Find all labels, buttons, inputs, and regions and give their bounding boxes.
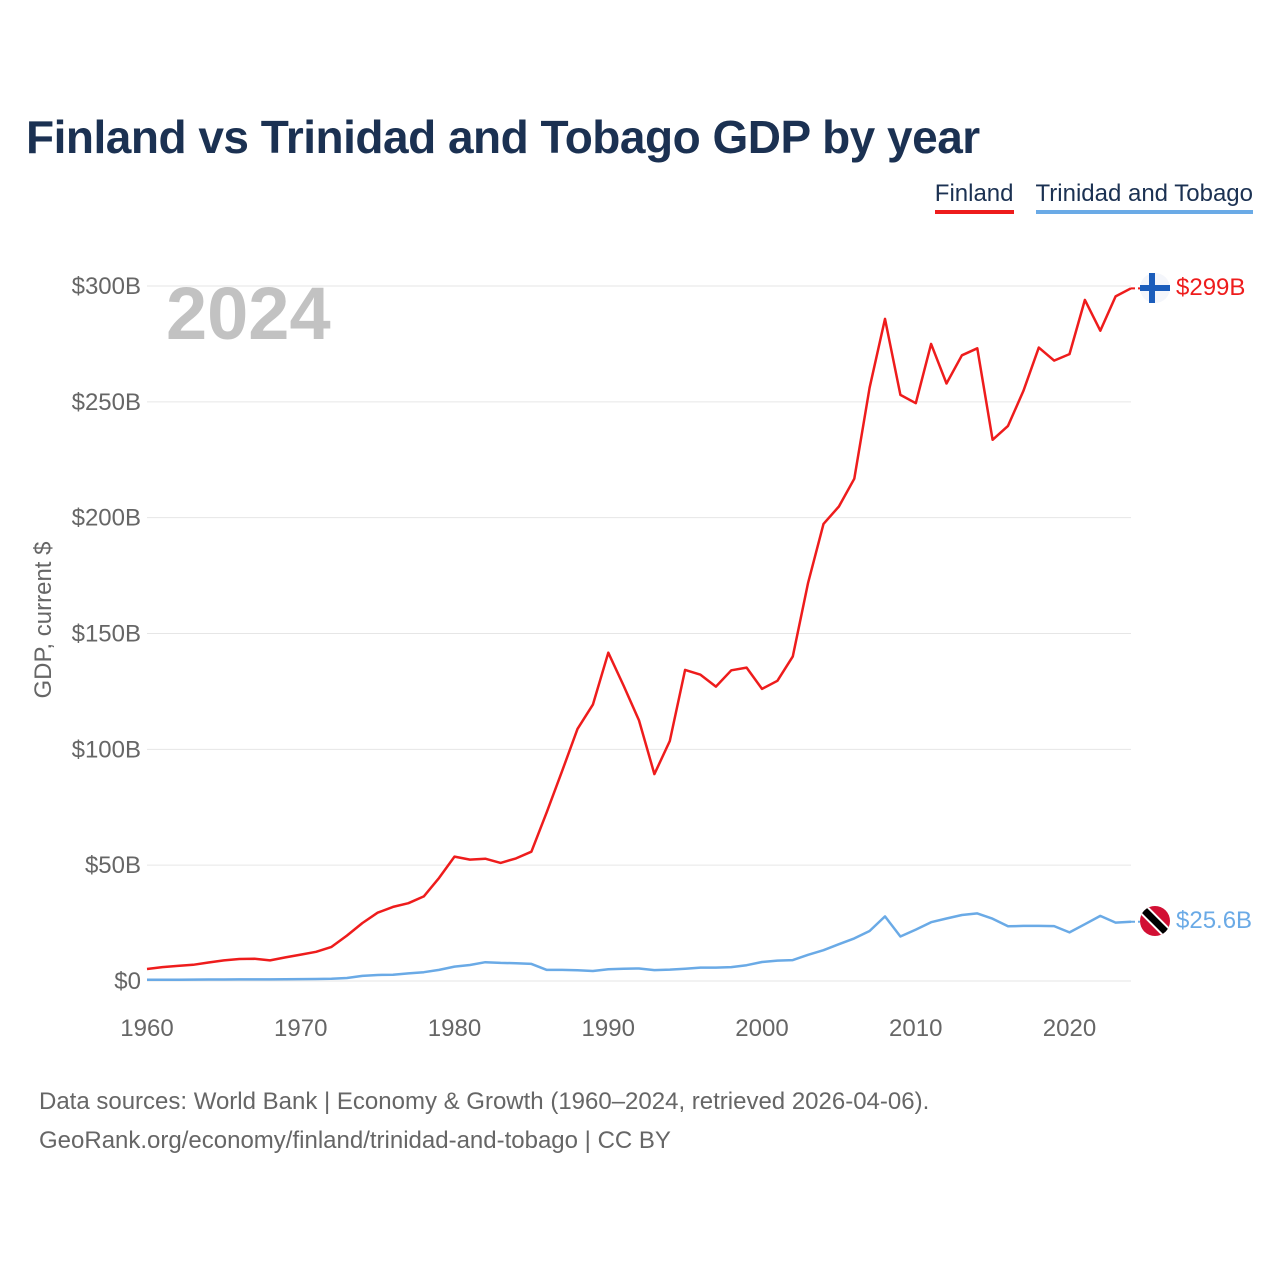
source-note: Data sources: World Bank | Economy & Gro… (39, 1082, 929, 1160)
finland-end-label: $299B (1176, 274, 1245, 301)
series-line-trinidad-and-tobago[interactable] (147, 912, 1132, 982)
legend-item-finland[interactable]: Finland (934, 180, 1014, 214)
series-lines (146, 287, 1140, 982)
series-line-finland[interactable] (146, 287, 1132, 971)
y-tick-label: $200B (72, 505, 141, 532)
y-tick-label: $50B (85, 852, 141, 879)
trinidad-end-label: $25.6B (1176, 907, 1252, 934)
y-tick-label: $100B (72, 736, 141, 763)
y-axis-tick-labels: $0 $50B $100B $150B $200B $250B $300B (72, 273, 141, 995)
x-tick-label: 2000 (735, 1015, 788, 1042)
trinidad-flag-icon (1140, 906, 1170, 936)
y-tick-label: $0 (114, 968, 141, 995)
y-tick-label: $150B (72, 621, 141, 648)
x-tick-label: 1960 (120, 1015, 173, 1042)
legend: Finland Trinidad and Tobago (934, 180, 1253, 214)
chart-title: Finland vs Trinidad and Tobago GDP by ye… (26, 111, 980, 163)
year-watermark: 2024 (166, 272, 331, 355)
line-chart: $0 $50B $100B $150B $200B $250B $300B 1960 1970… (30, 272, 1252, 1042)
source-line-url[interactable]: GeoRank.org/economy/finland/trinidad-and… (39, 1127, 671, 1154)
y-axis-label: GDP, current $ (30, 542, 57, 699)
x-axis-tick-labels: 1960 1970 1980 1990 2000 2010 2020 (120, 1015, 1096, 1042)
x-tick-label: 1970 (274, 1015, 327, 1042)
x-tick-label: 2010 (889, 1015, 942, 1042)
source-line-data: Data sources: World Bank | Economy & Gro… (39, 1088, 930, 1115)
finland-flag-icon (1140, 273, 1170, 303)
x-tick-label: 1980 (428, 1015, 481, 1042)
y-tick-label: $300B (72, 273, 141, 300)
gridlines (147, 285, 1131, 982)
legend-item-trinidad-and-tobago[interactable]: Trinidad and Tobago (1035, 180, 1253, 214)
x-tick-label: 1990 (582, 1015, 635, 1042)
x-tick-label: 2020 (1043, 1015, 1096, 1042)
y-tick-label: $250B (72, 389, 141, 416)
